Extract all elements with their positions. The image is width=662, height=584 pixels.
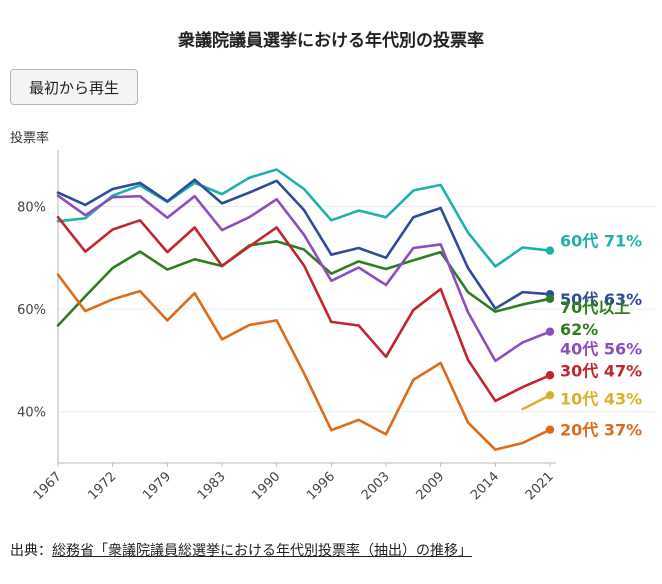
series-end-marker — [545, 371, 555, 380]
series-line — [521, 393, 552, 411]
x-tick-label: 2003 — [359, 469, 393, 503]
series-end-label: 10代 43% — [560, 389, 642, 408]
series-line — [56, 215, 552, 403]
series-line — [56, 168, 552, 268]
y-tick-label: 60% — [17, 303, 46, 318]
y-tick-label: 80% — [17, 200, 46, 215]
series-end-label: 70代以上 62% — [560, 298, 630, 339]
series-end-marker — [545, 246, 555, 255]
y-axis-label: 投票率 — [10, 131, 50, 146]
replay-button[interactable]: 最初から再生 — [10, 69, 138, 105]
x-tick-label: 1996 — [304, 469, 338, 503]
x-tick-label: 1979 — [140, 469, 174, 503]
x-tick-label: 2009 — [413, 469, 447, 503]
label-layer: 60代 71% 50代 63%70代以上 62%40代 56% 30代 47% 10代 … — [560, 232, 642, 440]
series-line — [56, 273, 552, 451]
series-layer — [56, 168, 555, 451]
series-end-marker — [545, 294, 555, 304]
source-note: 出典：総務省「衆議院議員総選挙における年代別投票率（抽出）の推移」 — [10, 540, 472, 560]
series-end-label: 40代 56% — [560, 340, 642, 359]
x-tick-label: 1990 — [249, 469, 283, 503]
x-tick-label: 2021 — [523, 469, 557, 503]
source-link[interactable]: 総務省「衆議院議員総選挙における年代別投票率（抽出）の推移」 — [52, 543, 472, 559]
series-end-label: 50代 63% — [560, 290, 642, 309]
x-tick-label: 2014 — [468, 469, 502, 503]
series-line — [56, 240, 552, 327]
series-end-label: 60代 71% — [560, 232, 642, 251]
x-tick-label: 1967 — [31, 469, 65, 503]
y-tick-label: 40% — [17, 406, 46, 421]
chart-title: 衆議院議員選挙における年代別の投票率 — [178, 31, 484, 51]
series-end-marker — [545, 425, 555, 434]
source-prefix: 出典： — [10, 543, 52, 559]
x-tick-label: 1983 — [195, 469, 229, 503]
series-end-marker — [545, 327, 555, 336]
series-end-marker — [545, 391, 555, 400]
x-tick-label: 1972 — [85, 469, 119, 503]
series-end-label: 20代 37% — [560, 421, 642, 440]
series-line — [56, 178, 552, 310]
series-line — [56, 194, 552, 363]
series-end-label: 30代 47% — [560, 361, 642, 380]
